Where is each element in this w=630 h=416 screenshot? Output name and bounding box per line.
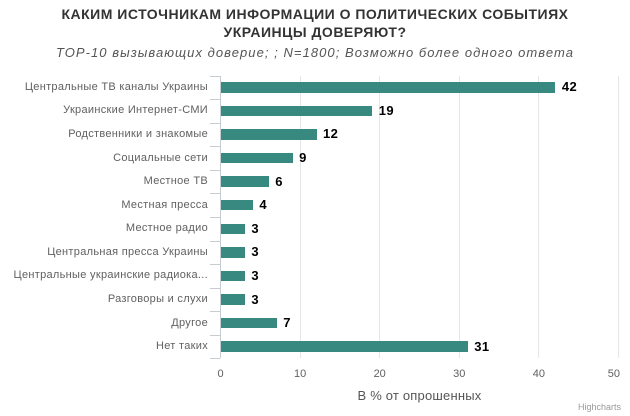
value-label: 12 [323,126,339,142]
category-axis-tick [210,264,220,266]
value-label: 6 [275,173,283,189]
bar[interactable] [221,199,253,211]
category-label: Социальные сети [113,151,208,164]
category-axis-line [220,75,221,359]
bar[interactable] [221,317,277,329]
bar[interactable] [221,270,245,282]
category-axis-tick [210,240,220,242]
category-label: Родственники и знакомые [68,127,208,140]
category-label: Местная пресса [121,198,208,211]
category-label: Нет таких [156,340,208,353]
value-label: 7 [283,315,291,331]
bar[interactable] [221,82,556,93]
category-axis-tick [210,287,220,289]
category-label: Украинские Интернет-СМИ [63,104,208,117]
bar[interactable] [221,294,245,305]
category-axis-tick [210,169,220,171]
chart-subtitle: TOP-10 вызывающих доверие; ; N=1800; Воз… [56,45,574,60]
bar[interactable] [221,176,269,187]
x-axis-title: В % от опрошенных [357,388,482,403]
bar[interactable] [221,152,293,164]
category-label: Центральные ТВ каналы Украины [24,80,208,93]
bar[interactable] [221,223,245,235]
category-label: Центральные украинские радиока... [13,269,208,282]
category-label: Разговоры и слухи [107,293,208,305]
x-axis-tick-label: 20 [373,367,386,380]
category-axis-tick [210,122,220,124]
category-axis-tick [210,99,220,101]
bar[interactable] [221,105,373,117]
value-label: 31 [474,338,490,354]
category-axis-tick [210,146,220,148]
gridline-20 [379,75,381,359]
value-label: 3 [251,267,260,283]
x-axis-tick-label: 10 [293,367,307,380]
highcharts-credit[interactable]: Highcharts [577,402,621,412]
gridline-10 [299,75,301,359]
category-label: Центральная пресса Украины [47,245,208,258]
category-axis-tick [210,334,220,336]
value-label: 19 [378,102,394,118]
bar[interactable] [221,129,317,140]
category-axis-tick [210,216,220,218]
category-axis-tick [210,193,220,195]
x-axis-tick-label: 0 [217,367,224,380]
x-axis-tick-label: 50 [607,367,620,380]
value-label: 3 [251,220,260,236]
value-label: 9 [299,150,307,166]
chart-title: КАКИМ ИСТОЧНИКАМ ИНФОРМАЦИИ О ПОЛИТИЧЕСК… [61,6,569,40]
category-label: Другое [171,316,208,329]
x-axis-tick-label: 30 [453,367,466,380]
gridline-40 [538,75,540,359]
bar[interactable] [221,247,245,258]
category-label: Местное ТВ [143,175,208,188]
category-label: Местное радио [125,222,208,235]
bar[interactable] [221,341,468,352]
category-axis-tick [210,358,220,360]
category-axis-tick [210,311,220,313]
value-label: 3 [251,244,260,260]
value-label: 3 [251,291,260,307]
x-axis-tick-label: 40 [532,367,546,380]
gridline-30 [458,75,460,359]
value-label: 4 [259,197,267,213]
gridline-50 [618,75,619,359]
value-label: 42 [561,79,578,95]
category-axis-tick [210,75,220,77]
